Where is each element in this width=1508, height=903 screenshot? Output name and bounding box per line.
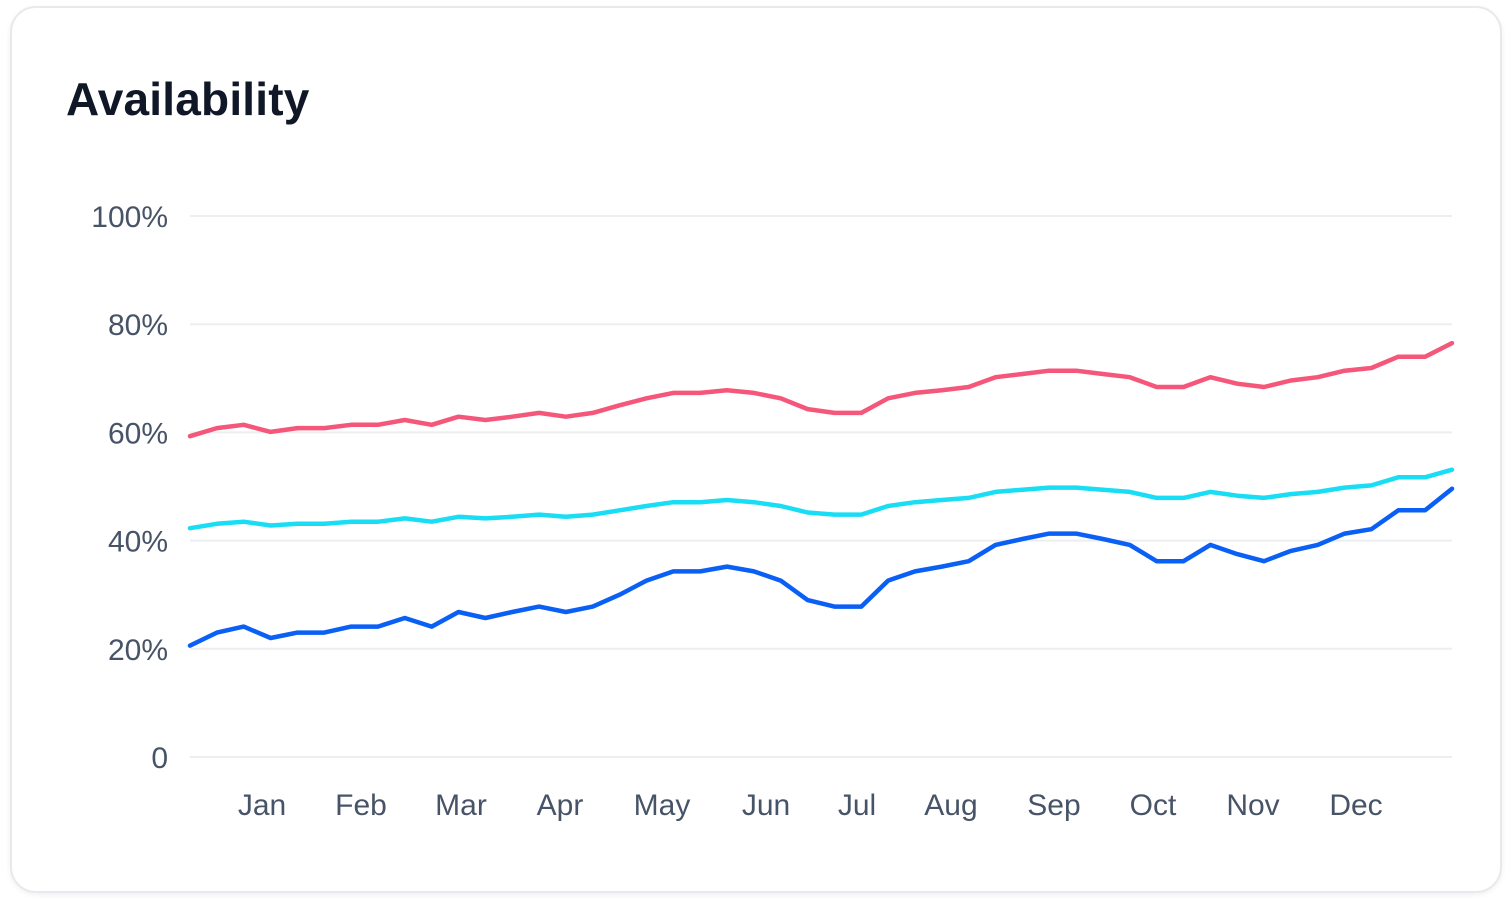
x-tick-label: Jun [742, 789, 790, 822]
y-tick-label: 0 [151, 742, 168, 775]
y-tick-label: 40% [108, 526, 168, 559]
x-tick-label: May [634, 789, 691, 822]
x-tick-label: Mar [435, 789, 487, 822]
x-tick-label: Feb [335, 789, 387, 822]
x-tick-label: Oct [1130, 789, 1177, 822]
x-tick-label: Sep [1027, 789, 1080, 822]
y-tick-label: 100% [91, 201, 168, 234]
y-axis-tick-labels: 0 20% 40% 60% 80% 100% [91, 201, 168, 775]
series-blue-line [187, 486, 1455, 648]
x-tick-label: Apr [537, 789, 584, 822]
x-tick-label: Jul [838, 789, 876, 822]
x-tick-label: Dec [1329, 789, 1382, 822]
y-tick-label: 20% [108, 634, 168, 667]
x-tick-label: Jan [238, 789, 286, 822]
chart-title: Availability [66, 73, 310, 125]
y-tick-label: 80% [108, 309, 168, 342]
gridlines [190, 215, 1452, 758]
series-cyan-line [187, 467, 1455, 531]
availability-card: Availability [10, 6, 1502, 893]
x-axis-tick-labels: Jan Feb Mar Apr May Jun Jul Aug Sep Oct Nov Dec [238, 789, 1383, 822]
x-tick-label: Nov [1226, 789, 1279, 822]
y-tick-label: 60% [108, 417, 168, 450]
series-red-line [187, 340, 1455, 439]
series-lines [187, 340, 1455, 648]
x-tick-label: Aug [924, 789, 977, 822]
